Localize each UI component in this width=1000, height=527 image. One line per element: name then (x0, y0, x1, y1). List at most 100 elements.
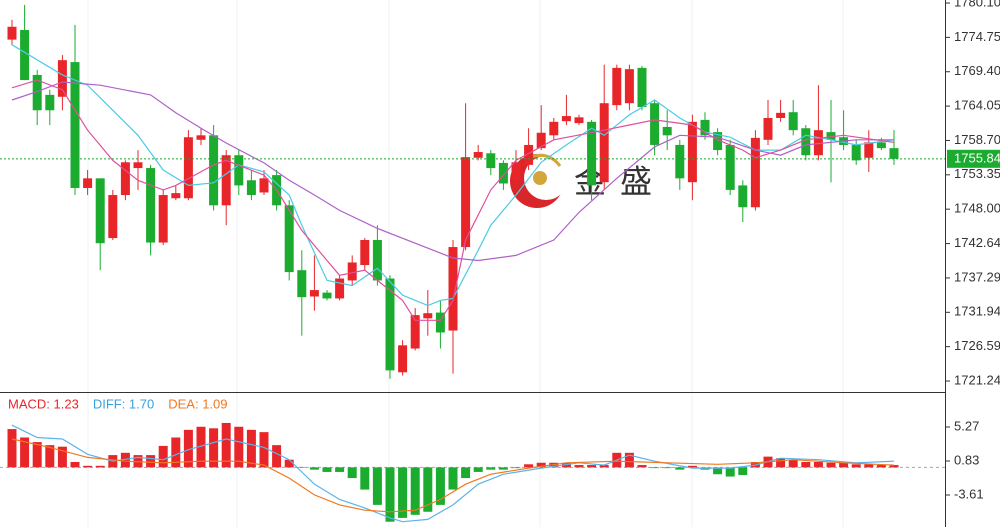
candle-body (461, 157, 471, 248)
vertical-grid (87, 0, 844, 527)
macd-bar (385, 467, 395, 522)
candle-body (171, 193, 181, 199)
macd-bar (221, 422, 231, 468)
candle-body (826, 132, 836, 140)
macd-bar (851, 464, 861, 468)
candle-body (45, 94, 55, 111)
candle-body (297, 270, 307, 298)
macd-bar (32, 442, 42, 468)
y-tick-label: 1731.94 (954, 304, 1000, 319)
macd-bar (461, 467, 471, 479)
candle-body (158, 195, 168, 243)
candle-body (133, 162, 143, 169)
y-tick-label: 1764.05 (954, 98, 1000, 113)
macd-bar (83, 465, 93, 468)
y-tick-label: 1748.00 (954, 201, 1000, 216)
macd-bar (398, 467, 408, 518)
macd-bar (95, 465, 105, 468)
candle-body (851, 144, 861, 161)
candle-body (57, 60, 67, 97)
candle-body (183, 137, 193, 199)
macd-bar (738, 467, 748, 476)
macd-bar (448, 467, 458, 490)
macd-bar (335, 467, 345, 472)
candle-body (209, 135, 219, 206)
candle-body (776, 112, 786, 118)
candle-body (7, 26, 17, 40)
macd-bar (120, 452, 130, 468)
candle-body (246, 180, 256, 196)
candle-body (700, 119, 710, 136)
candle-body (788, 112, 798, 131)
y-tick-label: 1737.29 (954, 269, 1000, 284)
indicator-line (11, 438, 895, 513)
candle-body (650, 103, 660, 145)
macd-bar (498, 467, 508, 470)
candle-body (624, 69, 634, 104)
candle-body (662, 126, 672, 136)
y-tick-label: 1742.64 (954, 235, 1000, 250)
macd-bar (196, 426, 206, 468)
macd-bar (713, 467, 723, 475)
macd-bar (372, 467, 382, 505)
macd-bar (435, 467, 445, 505)
candle-body (221, 155, 231, 206)
candle-body (95, 178, 105, 244)
macd-bar (662, 467, 672, 469)
candle-body (612, 67, 622, 106)
macd-bar (725, 467, 735, 477)
macd-bar (473, 467, 483, 472)
last-price-label: 1755.84 (954, 150, 1000, 165)
macd-bar (423, 467, 433, 512)
macd-bar (284, 459, 294, 468)
y-tick-label: 1753.35 (954, 166, 1000, 181)
candle-body (549, 121, 559, 136)
candle-body (725, 144, 735, 190)
macd-bar (171, 437, 181, 468)
y-tick-label: 1780.10 (954, 0, 1000, 9)
candle-body (498, 162, 508, 184)
candle-body (889, 148, 899, 159)
candle-body (435, 312, 445, 333)
y-tick-label: 5.27 (954, 418, 979, 433)
candle-body (713, 132, 723, 151)
macd-bar (158, 445, 168, 468)
candle-body (536, 132, 546, 149)
indicator-line (11, 424, 895, 523)
indicator-line (11, 79, 895, 321)
macd-bar (322, 467, 332, 472)
macd-bar (889, 465, 899, 468)
candle-body (398, 345, 408, 373)
y-tick-label: 1758.70 (954, 132, 1000, 147)
candle-body (813, 130, 823, 156)
macd-bar (776, 458, 786, 468)
indicator-line (11, 81, 894, 262)
macd-bar (246, 429, 256, 468)
macd-bar (57, 446, 67, 468)
candle-body (83, 178, 93, 188)
candle-body (372, 239, 382, 281)
y-tick-label: -3.61 (954, 486, 984, 501)
macd-bar (360, 467, 370, 490)
macd-bar (511, 467, 521, 469)
candle-body (196, 135, 206, 140)
candle-body (234, 155, 244, 186)
candle-body (876, 142, 886, 149)
macd-bar (650, 467, 660, 469)
watermark-logo (510, 153, 568, 208)
candle-body (524, 144, 534, 165)
candle-body (473, 152, 483, 158)
candle-body (561, 116, 571, 122)
candle-body (20, 29, 30, 81)
macd-bar (297, 466, 307, 468)
candle-body (385, 278, 395, 371)
candle-body (599, 103, 609, 183)
candle-body (637, 67, 647, 108)
candle-body (801, 128, 811, 156)
legend-label: MACD: 1.23 (8, 396, 79, 411)
candle-body (284, 205, 294, 273)
macd-bar (599, 465, 609, 468)
macd-bar (486, 467, 496, 470)
macd-bar (864, 464, 874, 468)
